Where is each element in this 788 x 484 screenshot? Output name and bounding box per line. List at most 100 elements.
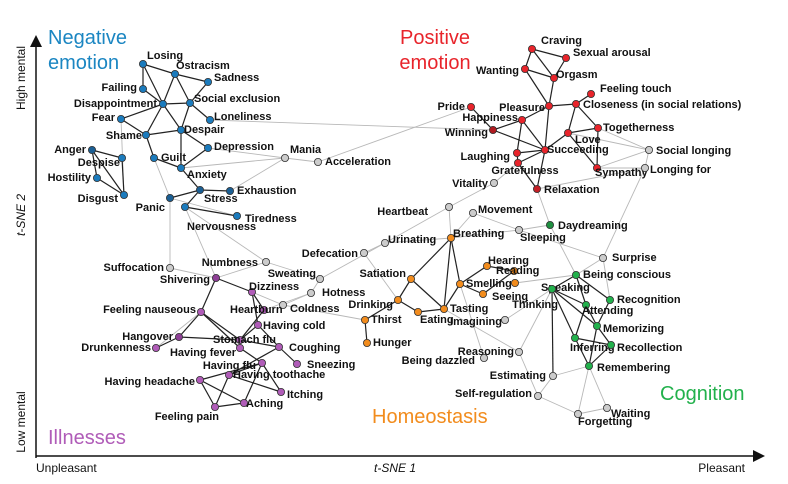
node-label: Having fever: [170, 347, 237, 359]
node-label: Pleasure: [499, 102, 545, 114]
node-dot: [515, 347, 524, 356]
edge: [178, 311, 202, 338]
node-dot: [455, 279, 464, 288]
edge: [180, 147, 209, 169]
node-dot: [479, 353, 488, 362]
x-axis-left-label: Unpleasant: [36, 461, 97, 475]
group-label: Illnesses: [48, 427, 126, 449]
node-dot: [280, 153, 289, 162]
node-label: Wanting: [476, 65, 519, 77]
node-dot: [641, 163, 650, 172]
edge: [536, 167, 646, 190]
edge: [588, 344, 612, 367]
edge: [169, 189, 201, 199]
node-label: Guilt: [161, 152, 186, 164]
edge: [207, 147, 286, 159]
node-dot: [645, 145, 654, 154]
node-dot: [261, 257, 270, 266]
edge: [521, 119, 546, 151]
node-label: Stomach flu: [213, 334, 276, 346]
edge: [121, 157, 125, 196]
edge: [517, 162, 538, 190]
edge: [521, 105, 550, 121]
edge: [552, 365, 590, 377]
edge: [551, 288, 576, 339]
edge: [567, 132, 650, 151]
edge: [459, 265, 488, 285]
edge: [142, 63, 176, 75]
node-dot: [562, 54, 571, 63]
edge: [504, 288, 553, 321]
edge: [184, 206, 238, 217]
edge: [588, 365, 608, 409]
node-label: Longing for: [650, 164, 712, 176]
edge: [142, 63, 164, 105]
edge: [575, 274, 611, 301]
edge: [251, 291, 259, 326]
node-dot: [232, 211, 241, 220]
edge: [574, 304, 587, 339]
edge: [174, 73, 191, 104]
node-dot: [278, 300, 287, 309]
node-dot: [259, 305, 268, 314]
edge: [602, 257, 611, 301]
node-dot: [528, 45, 537, 54]
edge: [549, 224, 577, 276]
edge: [215, 261, 267, 279]
node-dot: [176, 126, 185, 135]
edge: [518, 224, 551, 231]
node-dot: [468, 208, 477, 217]
node-label: Stress: [204, 193, 238, 205]
edge: [142, 88, 164, 105]
edge: [209, 119, 494, 131]
edge: [602, 167, 646, 259]
node-label: Sadness: [214, 72, 259, 84]
edge: [548, 103, 577, 107]
node-dot: [514, 158, 523, 167]
edge: [567, 132, 598, 169]
node-dot: [313, 157, 322, 166]
node-label: Exhaustion: [237, 185, 297, 197]
edge: [417, 308, 445, 313]
edge: [265, 261, 321, 280]
edge: [518, 351, 539, 397]
node-label: Self-regulation: [455, 388, 532, 400]
node-dot: [195, 185, 204, 194]
node-dot: [276, 387, 285, 396]
node-label: Social longing: [656, 145, 731, 157]
edge: [251, 291, 284, 306]
edge: [443, 283, 461, 310]
edge: [199, 379, 216, 408]
node-dot: [599, 253, 608, 262]
node-label: Eating: [420, 314, 454, 326]
edge: [577, 407, 608, 415]
edge: [410, 278, 445, 310]
edge: [472, 212, 520, 231]
edge: [514, 274, 577, 284]
node-dot: [88, 145, 97, 154]
group-label: Cognition: [660, 383, 745, 405]
edge: [596, 149, 650, 169]
node-label: Ostracism: [176, 60, 230, 72]
node-dot: [548, 284, 557, 293]
node-dot: [533, 184, 542, 193]
node-label: Heartburn: [230, 304, 283, 316]
edge: [180, 129, 209, 149]
edge: [459, 283, 484, 295]
node-label: Craving: [541, 35, 582, 47]
node-label: Disappointment: [74, 98, 157, 110]
edge: [153, 157, 182, 169]
node-dot: [564, 128, 573, 137]
node-label: Pride: [437, 101, 465, 113]
node-label: Feeling touch: [600, 83, 672, 95]
node-label: Disgust: [78, 193, 119, 205]
node-label: Succeeding: [547, 144, 609, 156]
node-dot: [205, 116, 214, 125]
edge: [537, 395, 579, 415]
edge: [364, 299, 399, 321]
node-label: Failing: [102, 82, 137, 94]
node-label: Being dazzled: [402, 355, 475, 367]
node-label: Having cold: [263, 320, 325, 332]
